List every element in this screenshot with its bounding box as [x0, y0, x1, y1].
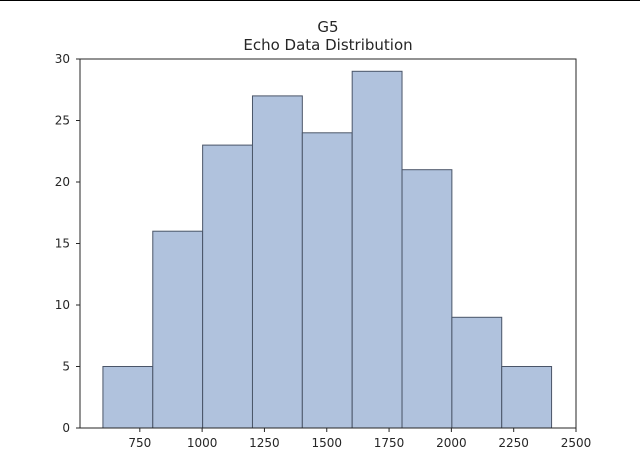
- y-tick-label: 0: [62, 421, 70, 435]
- y-tick-label: 20: [55, 175, 70, 189]
- x-tick-label: 750: [128, 436, 151, 450]
- bars-group: [102, 70, 553, 429]
- histogram-bar-5: [301, 132, 353, 429]
- y-axis-ticks: 0 5 10 15 20 25 30: [55, 52, 80, 435]
- histogram-bar-2: [152, 230, 204, 429]
- histogram-bar-1: [102, 366, 154, 429]
- x-tick-label: 2500: [561, 436, 592, 450]
- y-tick-label: 5: [62, 360, 70, 374]
- x-axis-ticks: 750 1000 1250 1500 1750 2000 2250 2500: [128, 428, 591, 450]
- histogram-bar-3: [202, 144, 253, 429]
- top-border-line: [0, 0, 640, 1]
- y-tick-label: 30: [55, 52, 70, 66]
- x-tick-label: 2250: [498, 436, 529, 450]
- chart-title: G5: [317, 18, 338, 36]
- y-tick-label: 10: [55, 298, 70, 312]
- x-tick-label: 1750: [374, 436, 405, 450]
- histogram-bar-6: [351, 70, 403, 429]
- x-tick-label: 1000: [187, 436, 218, 450]
- histogram-bar-8: [451, 316, 503, 429]
- x-tick-label: 1250: [249, 436, 280, 450]
- histogram-bar-4: [251, 95, 303, 429]
- y-tick-label: 25: [55, 114, 70, 128]
- y-tick-label: 15: [55, 237, 70, 251]
- histogram-bar-7: [401, 169, 453, 429]
- x-tick-label: 1500: [311, 436, 342, 450]
- histogram-bar-9: [501, 366, 553, 429]
- x-tick-label: 2000: [436, 436, 467, 450]
- chart-subtitle: Echo Data Distribution: [243, 36, 412, 54]
